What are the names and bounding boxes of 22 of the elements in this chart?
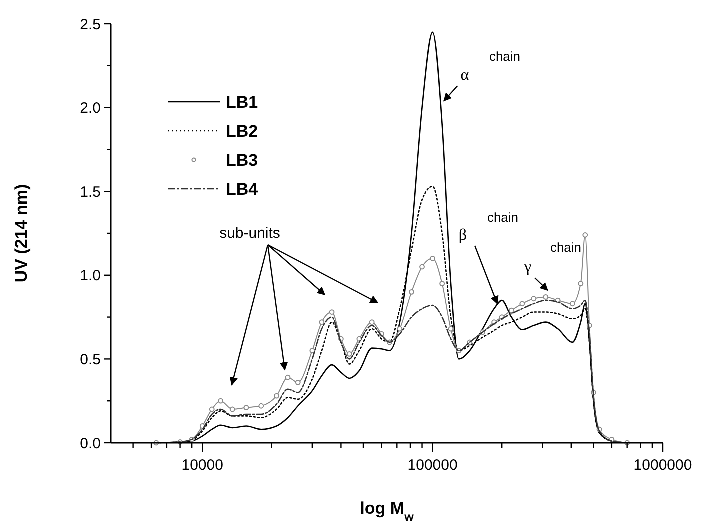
y-tick-label: 1.5 <box>80 184 101 201</box>
annotation: β <box>458 227 468 244</box>
annotation: γ <box>523 259 532 276</box>
annotation: chain <box>550 240 582 255</box>
annotation: chain <box>489 49 521 64</box>
x-tick-label: 100000 <box>408 457 458 474</box>
y-axis-title: UV (214 nm) <box>12 184 31 283</box>
legend-label: LB1 <box>226 92 258 112</box>
annotation: α <box>460 67 470 84</box>
y-tick-label: 0.5 <box>80 351 101 368</box>
x-tick-label: 10000 <box>182 457 224 474</box>
legend-label: LB2 <box>226 122 258 141</box>
annotation: sub-units <box>220 225 280 242</box>
y-tick-label: 0.0 <box>80 435 101 452</box>
x-axis-title: log M$_{w}$ <box>360 499 415 524</box>
legend-label: LB4 <box>226 180 259 199</box>
y-tick-label: 2.5 <box>80 16 101 34</box>
legend-label: LB3 <box>226 150 258 170</box>
y-tick-label: 2.0 <box>80 100 101 118</box>
y-tick-label: 1.0 <box>80 268 101 285</box>
annotation: chain <box>487 210 519 225</box>
x-tick-label: 1000000 <box>634 457 692 474</box>
